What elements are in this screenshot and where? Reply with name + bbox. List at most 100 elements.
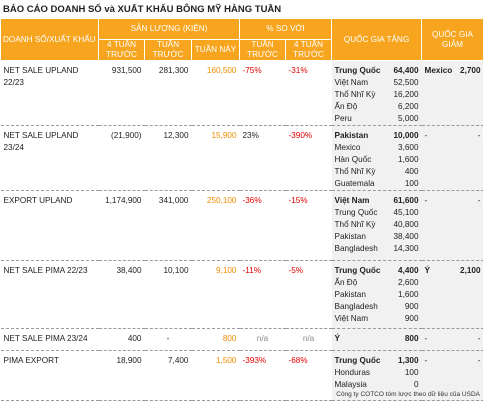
- country-line: Pakistan 38,400: [335, 231, 419, 243]
- value-cell: 1,174,900: [99, 191, 145, 261]
- value-cell: -15%: [286, 191, 332, 261]
- value-cell: 12,300: [145, 126, 192, 191]
- country: -: [425, 130, 428, 142]
- value-cell: 7,400: [145, 351, 192, 401]
- country-line: Malaysia 0: [335, 379, 419, 391]
- country-line: Trung Quốc 45,100: [335, 207, 419, 219]
- amount: -: [478, 130, 481, 142]
- amount: 2,700: [460, 65, 481, 77]
- sub-header: TUẦN TRƯỚC: [240, 40, 286, 61]
- country-line: --: [425, 355, 481, 367]
- amount: 40,800: [393, 219, 418, 231]
- amount: 3,600: [398, 142, 419, 154]
- row-label: EXPORT UPLAND: [1, 191, 99, 261]
- country: Peru: [335, 113, 352, 125]
- amount: 4,400: [398, 265, 419, 277]
- country: Bangladesh: [335, 301, 378, 313]
- header-increase: QUỐC GIA TĂNG: [332, 19, 422, 61]
- amount: 900: [405, 313, 419, 325]
- country-line: Việt Nam 900: [335, 313, 419, 325]
- value-cell: 18,900: [99, 351, 145, 401]
- sub-header: 4 TUẦN TRƯỚC: [99, 40, 145, 61]
- amount: 5,000: [398, 113, 419, 125]
- header-decrease: QUỐC GIA GIẢM: [422, 19, 483, 61]
- row-label: NET SALE UPLAND 22/23: [1, 61, 99, 126]
- value-cell: -11%: [240, 261, 286, 329]
- value-cell: 250,100: [192, 191, 240, 261]
- country-line: Thổ Nhĩ Kỳ 16,200: [335, 89, 419, 101]
- value-cell: 15,900: [192, 126, 240, 191]
- title: BÁO CÁO DOANH SỐ và XUẤT KHẨU BÔNG MỸ HÀ…: [3, 4, 281, 15]
- country-line: Thổ Nhĩ Kỳ 40,800: [335, 219, 419, 231]
- value-cell: 10,100: [145, 261, 192, 329]
- value-cell: -36%: [240, 191, 286, 261]
- value-cell: -68%: [286, 351, 332, 401]
- sub-header: TUẦN TRƯỚC: [145, 40, 192, 61]
- amount: 45,100: [393, 207, 418, 219]
- decrease-cell: Mexico 2,700: [422, 61, 483, 126]
- country-line: --: [425, 333, 481, 345]
- value-cell: -393%: [240, 351, 286, 401]
- country: Ấn Độ: [335, 101, 358, 113]
- country: Trung Quốc: [335, 207, 378, 219]
- country: Ý: [335, 333, 340, 345]
- value-cell: (21,900): [99, 126, 145, 191]
- value-cell: 400: [99, 329, 145, 351]
- country: Pakistan: [335, 231, 366, 243]
- country: Thổ Nhĩ Kỳ: [335, 219, 376, 231]
- country-line: Mexico 2,700: [425, 65, 481, 77]
- amount: 16,200: [393, 89, 418, 101]
- country: -: [425, 333, 428, 345]
- country: Malaysia: [335, 379, 367, 391]
- country: Guatemala: [335, 178, 375, 190]
- row-label: NET SALE PIMA 22/23: [1, 261, 99, 329]
- country: Việt Nam: [335, 195, 370, 207]
- country-line: Bangladesh 900: [335, 301, 419, 313]
- amount: 0: [414, 379, 419, 391]
- amount: 900: [405, 301, 419, 313]
- country: Thổ Nhĩ Kỳ: [335, 89, 376, 101]
- country-line: --: [425, 195, 481, 207]
- amount: 1,300: [398, 355, 419, 367]
- country: Pakistan: [335, 130, 369, 142]
- report-table: DOANH SỐ/XUẤT KHẨU SẢN LƯỢNG (KIỆN) % SO…: [0, 18, 483, 401]
- country-line: --: [425, 130, 481, 142]
- value-cell: 160,500: [192, 61, 240, 126]
- country: Việt Nam: [335, 313, 369, 325]
- amount: -: [478, 355, 481, 367]
- country: Mexico: [425, 65, 453, 77]
- value-cell: -390%: [286, 126, 332, 191]
- value-cell: -: [145, 329, 192, 351]
- value-cell: n/a: [240, 329, 286, 351]
- value-cell: n/a: [286, 329, 332, 351]
- decrease-cell: --: [422, 191, 483, 261]
- amount: 38,400: [393, 231, 418, 243]
- value-cell: 9,100: [192, 261, 240, 329]
- value-cell: 23%: [240, 126, 286, 191]
- country: Hàn Quốc: [335, 154, 372, 166]
- decrease-cell: --: [422, 126, 483, 191]
- amount: 52,500: [393, 77, 418, 89]
- country: Bangladesh: [335, 243, 378, 255]
- value-cell: 800: [192, 329, 240, 351]
- country: Việt Nam: [335, 77, 369, 89]
- amount: 100: [405, 367, 419, 379]
- amount: 400: [405, 166, 419, 178]
